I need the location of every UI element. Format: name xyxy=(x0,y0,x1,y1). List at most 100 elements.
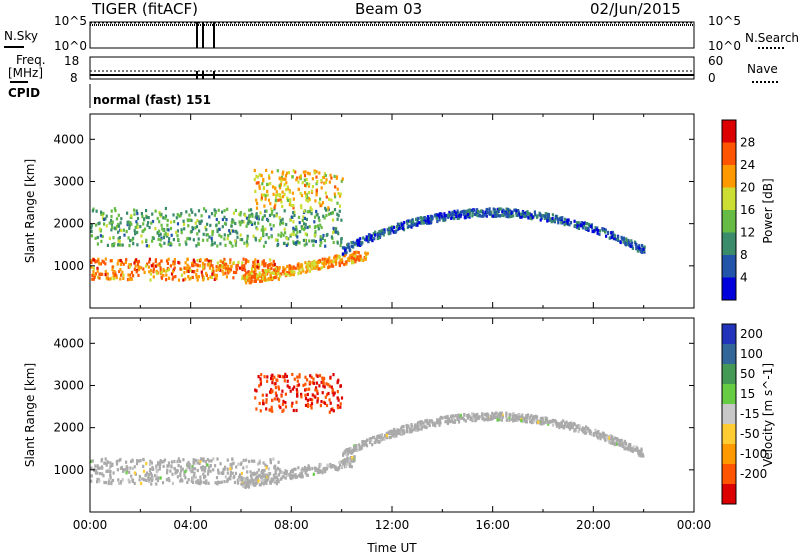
heatmap-cell xyxy=(215,217,218,222)
heatmap-cell xyxy=(334,230,337,234)
heatmap-cell xyxy=(620,439,623,443)
heatmap-cell xyxy=(158,242,162,247)
heatmap-cell xyxy=(541,418,544,423)
heatmap-cell xyxy=(191,465,194,469)
heatmap-cell xyxy=(184,277,187,281)
heatmap-cell xyxy=(300,265,303,269)
heatmap-cell xyxy=(409,219,412,224)
heatmap-cell xyxy=(305,182,308,186)
heatmap-cell xyxy=(616,237,619,241)
heatmap-cell xyxy=(231,462,234,466)
heatmap-cell xyxy=(370,234,373,238)
heatmap-cell xyxy=(292,232,295,236)
heatmap-cell xyxy=(451,211,454,215)
heatmap-cell xyxy=(322,175,325,179)
heatmap-cell xyxy=(152,467,155,471)
heatmap-cell xyxy=(312,243,315,247)
heatmap-cell xyxy=(319,197,322,201)
heatmap-cell xyxy=(597,436,600,440)
heatmap-cell xyxy=(102,260,105,264)
heatmap-cell xyxy=(216,261,219,265)
heatmap-cell xyxy=(265,400,268,404)
heatmap-cell xyxy=(419,420,422,424)
heatmap-cell xyxy=(296,379,299,383)
heatmap-cell xyxy=(556,217,559,221)
heatmap-cell xyxy=(110,222,114,226)
heatmap-cell xyxy=(324,257,327,261)
heatmap-cell xyxy=(164,269,168,273)
heatmap-cell xyxy=(288,268,291,272)
heatmap-cell xyxy=(338,209,341,213)
heatmap-cell xyxy=(281,172,284,176)
heatmap-cell xyxy=(214,481,217,485)
heatmap-cell xyxy=(110,482,113,486)
heatmap-cell xyxy=(506,213,509,217)
heatmap-cell xyxy=(197,275,200,279)
heatmap-cell xyxy=(267,474,270,478)
heatmap-cell xyxy=(274,470,277,474)
colorbar-segment xyxy=(722,277,736,301)
heatmap-cell xyxy=(236,263,239,267)
heatmap-cell xyxy=(302,215,305,219)
heatmap-cell xyxy=(245,240,249,244)
heatmap-cell xyxy=(491,214,495,218)
heatmap-cell xyxy=(261,481,264,485)
heatmap-cell xyxy=(337,191,340,196)
heatmap-cell xyxy=(304,191,307,195)
heatmap-cell xyxy=(613,233,616,238)
heatmap-cell xyxy=(203,469,206,473)
heatmap-cell xyxy=(604,230,607,234)
heatmap-cell xyxy=(160,244,163,248)
colorbar-segment xyxy=(722,464,736,485)
heatmap-cell xyxy=(154,259,157,264)
heatmap-cell xyxy=(166,268,169,272)
heatmap-cell xyxy=(284,372,287,376)
heatmap-cell xyxy=(264,197,267,201)
heatmap-cell xyxy=(415,223,418,227)
heatmap-cell xyxy=(208,459,211,463)
heatmap-cell xyxy=(295,400,298,404)
heatmap-cell xyxy=(320,266,323,270)
heatmap-cell xyxy=(267,266,270,270)
heatmap-cell xyxy=(145,209,148,213)
heatmap-cell xyxy=(514,418,517,422)
heatmap-cell xyxy=(169,226,173,231)
heatmap-cell xyxy=(213,241,216,245)
heatmap-cell xyxy=(585,430,589,434)
heatmap-cell xyxy=(412,220,415,224)
heatmap-cell xyxy=(320,400,323,404)
heatmap-cell xyxy=(539,213,542,217)
heatmap-cell xyxy=(476,208,479,212)
heatmap-cell xyxy=(190,208,193,212)
heatmap-cell xyxy=(226,237,229,241)
heatmap-cell xyxy=(309,206,312,210)
heatmap-cell xyxy=(137,273,140,277)
heatmap-cell xyxy=(318,218,321,223)
x-tick-label: 00:00 xyxy=(677,518,712,532)
heatmap-cell xyxy=(238,476,241,480)
heatmap-cell xyxy=(150,482,153,486)
heatmap-cell xyxy=(250,480,253,484)
heatmap-cell xyxy=(304,388,307,392)
heatmap-cell xyxy=(121,270,124,274)
heatmap-cell xyxy=(259,380,263,384)
heatmap-cell xyxy=(544,212,547,216)
heatmap-cell xyxy=(279,222,282,226)
heatmap-cell xyxy=(308,269,311,273)
heatmap-cell xyxy=(277,269,280,273)
heatmap-cell xyxy=(316,374,319,378)
heatmap-cell xyxy=(303,209,306,213)
heatmap-cell xyxy=(556,214,559,219)
heatmap-cell xyxy=(461,416,464,420)
heatmap-cell xyxy=(494,212,497,216)
heatmap-cell xyxy=(286,198,290,202)
heatmap-cell xyxy=(322,467,325,471)
heatmap-cell xyxy=(566,221,569,225)
heatmap-cell xyxy=(306,473,309,477)
heatmap-cell xyxy=(119,262,122,267)
heatmap-cell xyxy=(462,209,466,213)
colorbar-tick-label: 50 xyxy=(740,367,755,381)
heatmap-cell xyxy=(544,420,547,424)
heatmap-cell xyxy=(333,192,336,196)
heatmap-cell xyxy=(119,221,122,225)
